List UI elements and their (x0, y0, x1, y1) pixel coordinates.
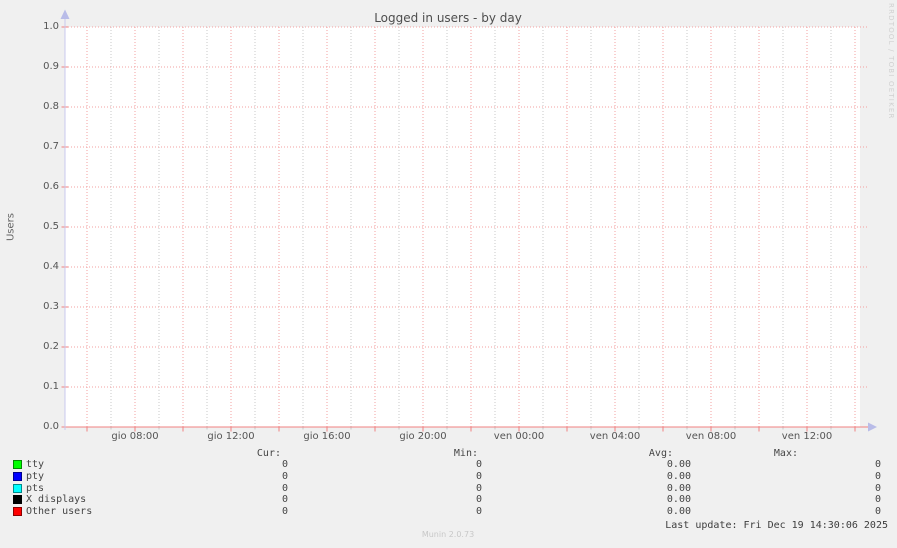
pts-swatch-icon (13, 484, 22, 493)
legend-max-value: 0 (874, 471, 881, 482)
y-tick-label: 0.0 (43, 421, 59, 432)
legend-label: Other users (26, 506, 93, 517)
legend-row-x-displays: X displays 0 0 0.00 0 (0, 494, 897, 505)
y-tick-label: 0.9 (43, 61, 59, 72)
legend-max-value: 0 (874, 459, 881, 470)
legend-max-value: 0 (874, 494, 881, 505)
x-tick-label: ven 04:00 (589, 431, 641, 442)
x-tick-label: gio 08:00 (111, 431, 159, 442)
legend-label: tty (26, 459, 45, 470)
y-tick-label: 0.2 (43, 341, 59, 352)
y-tick-label: 0.5 (43, 221, 59, 232)
legend-row-pts: pts 0 0 0.00 0 (0, 483, 897, 494)
legend-avg-value: 0.00 (666, 459, 691, 470)
legend-avg-value: 0.00 (666, 494, 691, 505)
y-tick-label: 0.6 (43, 181, 59, 192)
y-tick-label: 1.0 (43, 21, 59, 32)
y-axis-title: Users (5, 212, 17, 242)
legend-label: pty (26, 471, 45, 482)
y-tick-label: 0.7 (43, 141, 59, 152)
legend-cur-value: 0 (281, 506, 288, 517)
legend-max-value: 0 (874, 506, 881, 517)
y-tick-label: 0.1 (43, 381, 59, 392)
x-tick-label: gio 20:00 (399, 431, 447, 442)
x-tick-label: ven 12:00 (781, 431, 833, 442)
legend-cur-value: 0 (281, 483, 288, 494)
legend-avg-value: 0.00 (666, 506, 691, 517)
legend-min-value: 0 (475, 471, 482, 482)
legend-cur-value: 0 (281, 494, 288, 505)
tty-swatch-icon (13, 460, 22, 469)
legend-max-value: 0 (874, 483, 881, 494)
legend-row-tty: tty 0 0 0.00 0 (0, 459, 897, 470)
legend-min-value: 0 (475, 483, 482, 494)
last-update-text: Last update: Fri Dec 19 14:30:06 2025 (665, 520, 888, 531)
legend-row-other-users: Other users 0 0 0.00 0 (0, 506, 897, 517)
legend-cur-value: 0 (281, 459, 288, 470)
other-users-swatch-icon (13, 507, 22, 516)
legend-col-max: Max: (773, 448, 798, 459)
legend-label: X displays (26, 494, 87, 505)
legend-min-value: 0 (475, 494, 482, 505)
legend-col-avg: Avg: (648, 448, 673, 459)
legend-min-value: 0 (475, 459, 482, 470)
legend-min-value: 0 (475, 506, 482, 517)
pty-swatch-icon (13, 472, 22, 481)
x-tick-label: ven 08:00 (685, 431, 737, 442)
legend-avg-value: 0.00 (666, 471, 691, 482)
y-tick-label: 0.3 (43, 301, 59, 312)
legend-header-row: Cur: Min: Avg: Max: (0, 448, 897, 459)
y-tick-label: 0.8 (43, 101, 59, 112)
legend-cur-value: 0 (281, 471, 288, 482)
legend-avg-value: 0.00 (666, 483, 691, 494)
chart-title: Logged in users - by day (374, 11, 522, 25)
rrdtool-watermark: RRDTOOL / TOBI OETIKER (887, 3, 895, 120)
legend-row-pty: pty 0 0 0.00 0 (0, 471, 897, 482)
x-tick-label: gio 12:00 (207, 431, 255, 442)
legend-label: pts (26, 483, 45, 494)
x-tick-label: gio 16:00 (303, 431, 351, 442)
x-displays-swatch-icon (13, 495, 22, 504)
x-tick-label: ven 00:00 (493, 431, 545, 442)
munin-version: Munin 2.0.73 (421, 530, 475, 539)
legend-col-cur: Cur: (256, 448, 281, 459)
y-tick-label: 0.4 (43, 261, 59, 272)
legend-col-min: Min: (453, 448, 478, 459)
